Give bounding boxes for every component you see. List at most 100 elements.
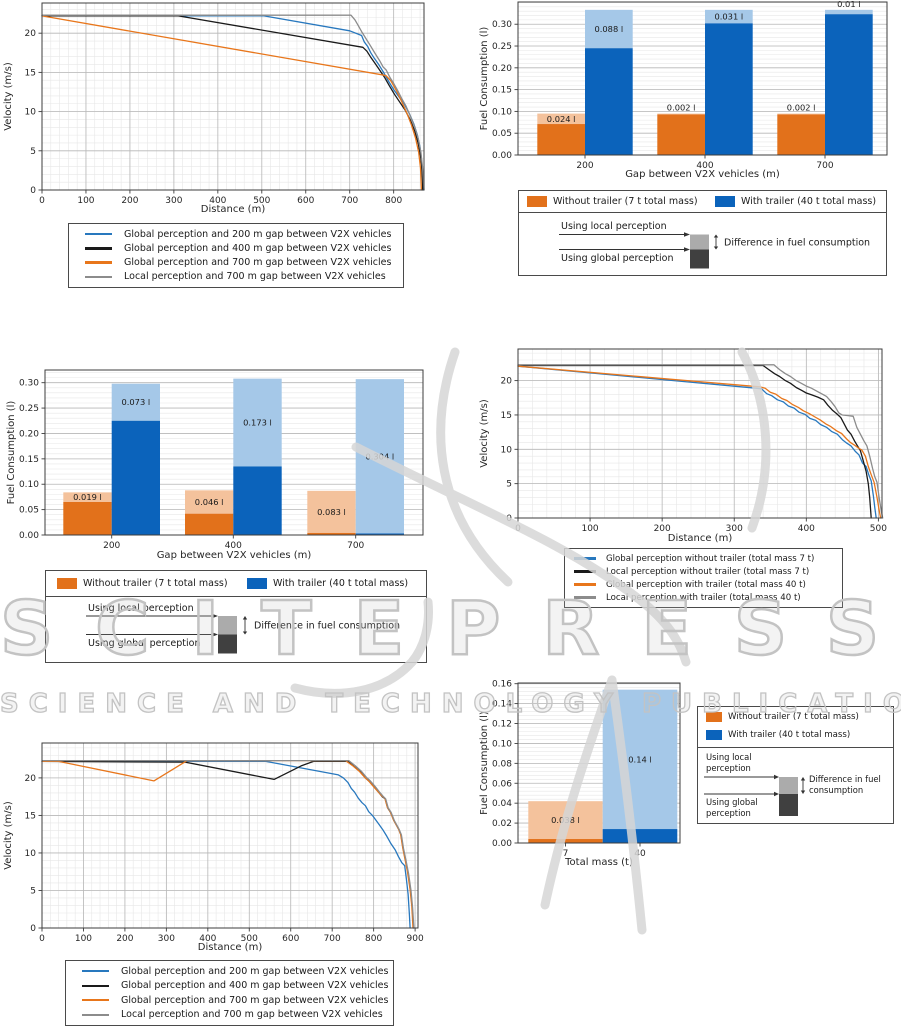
bar-value-label: 0.01 l — [837, 0, 860, 9]
bar-global-segment — [657, 114, 705, 155]
y-tick-label: 20 — [25, 774, 37, 784]
legend-item: Local perception with trailer (total mas… — [565, 591, 842, 604]
x-axis-label: Distance (m) — [198, 942, 263, 953]
x-tick-label: 400 — [798, 524, 815, 534]
series-line — [41, 14, 425, 191]
x-tick-label: 800 — [385, 196, 402, 206]
legend-item: Global perception without trailer (total… — [565, 552, 842, 565]
x-tick-label: 100 — [581, 524, 598, 534]
bar-global-segment — [825, 14, 873, 156]
y-tick-label: 10 — [25, 849, 37, 859]
x-tick-label: 300 — [165, 196, 182, 206]
bar-difference-segment — [63, 492, 112, 502]
legend-item-label: Local perception and 700 m gap between V… — [121, 1009, 383, 1021]
legend-item-label: Global perception and 700 m gap between … — [124, 257, 392, 269]
legend-item: Global perception with trailer (total ma… — [565, 578, 842, 591]
x-axis-label: Gap between V2X vehicles (m) — [157, 550, 312, 561]
x-axis-label: Total mass (t) — [564, 857, 633, 868]
y-axis-label: Velocity (m/s) — [479, 399, 490, 468]
y-tick-label: 5 — [30, 886, 36, 896]
series-line — [517, 365, 882, 519]
y-tick-label: 0.15 — [19, 455, 39, 465]
x-tick-label: 0 — [39, 196, 45, 206]
series-line — [41, 760, 411, 929]
bar-difference-segment — [825, 9, 873, 15]
legend-line-swatch — [574, 557, 596, 560]
x-tick-label: 0 — [39, 934, 45, 944]
x-tick-label: 300 — [726, 524, 743, 534]
y-axis-label: Fuel Consumption (l) — [479, 711, 490, 815]
without-trailer-label: Without trailer (7 t total mass) — [728, 712, 859, 722]
bar-global-segment — [705, 23, 753, 155]
legend-line-swatch — [85, 247, 112, 250]
without-trailer-label: Without trailer (7 t total mass) — [553, 196, 698, 207]
legend-item: Global perception and 700 m gap between … — [69, 256, 403, 270]
difference-label: Difference in fuel consumption — [254, 621, 400, 632]
velocity-gap-bottom-left: 0 100 200 300 400 500 600 700 800 900 0 5 10 15 20 Dist… — [3, 742, 424, 953]
x-tick-label: 100 — [75, 934, 92, 944]
legend-line-swatch — [574, 570, 596, 573]
y-tick-label: 0.08 — [492, 759, 512, 769]
y-tick-label: 0.00 — [492, 151, 512, 161]
without-trailer-swatch — [57, 578, 77, 589]
y-tick-label: 10 — [25, 108, 37, 118]
local-fuel-box — [779, 777, 798, 794]
legend-line-swatch — [85, 275, 112, 279]
legend-item: Local perception without trailer (total … — [565, 565, 842, 578]
x-tick-label: 100 — [77, 196, 94, 206]
bar-global-segment — [185, 513, 234, 535]
x-axis-label: Distance (m) — [668, 533, 733, 544]
bar-difference-segment — [657, 113, 705, 115]
bar-value-label: 0.073 l — [121, 397, 150, 407]
x-axis-label: Gap between V2X vehicles (m) — [625, 169, 780, 180]
x-tick-label: 400 — [209, 196, 226, 206]
y-tick-label: 10 — [501, 445, 513, 455]
with-trailer-label: With trailer (40 t total mass) — [741, 196, 877, 207]
legend-item: Local perception and 700 m gap between V… — [69, 270, 403, 284]
x-tick-label: 400 — [696, 161, 713, 171]
bar-global-segment — [585, 48, 633, 156]
legend-line-swatch — [82, 1013, 109, 1016]
legend-series-row: Without trailer (7 t total mass) With tr… — [519, 191, 886, 213]
x-tick-label: 200 — [116, 934, 133, 944]
y-tick-label: 0.06 — [492, 779, 512, 789]
y-tick-label: 0.04 — [492, 799, 512, 809]
bar-global-segment — [602, 829, 678, 843]
legend-fuel-mass: Without trailer (7 t total mass) With tr… — [697, 706, 894, 824]
legend-item-label: Global perception with trailer (total ma… — [606, 579, 806, 590]
legend-velocity-gap-top: Global perception and 200 m gap between … — [68, 223, 404, 288]
using-local-perception-label: Using local perception — [88, 603, 194, 614]
legend-item-label: Global perception and 400 m gap between … — [121, 980, 389, 992]
y-tick-label: 0 — [30, 924, 36, 934]
x-tick-label: 700 — [341, 196, 358, 206]
y-tick-label: 0.05 — [492, 129, 512, 139]
bar-value-label: 0.304 l — [365, 451, 394, 461]
y-axis-label: Fuel Consumption (l) — [6, 401, 17, 505]
bar-value-label: 0.031 l — [714, 12, 743, 22]
y-tick-label: 15 — [25, 811, 36, 821]
bar-difference-segment — [585, 9, 633, 49]
legend-line-swatch — [82, 999, 109, 1002]
using-global-perception-label-2: perception — [706, 808, 751, 818]
bar-difference-segment — [233, 378, 282, 467]
bar-value-label: 0.002 l — [667, 103, 696, 113]
legend-item-label: Local perception and 700 m gap between V… — [124, 271, 386, 283]
legend-fuel-gap-mid: Without trailer (7 t total mass) With tr… — [45, 570, 427, 663]
bar-global-segment — [111, 420, 160, 535]
without-trailer-swatch — [706, 712, 722, 722]
y-tick-label: 0 — [506, 514, 512, 524]
legend-item: Global perception and 700 m gap between … — [66, 993, 393, 1008]
y-tick-label: 0.14 — [492, 700, 512, 710]
bar-value-label: 0.038 l — [551, 815, 580, 825]
x-tick-label: 700 — [347, 541, 364, 551]
x-tick-label: 0 — [515, 524, 521, 534]
with-trailer-swatch — [247, 578, 267, 589]
series-line — [41, 15, 423, 191]
legend-item: Global perception and 200 m gap between … — [66, 964, 393, 979]
y-tick-label: 0.10 — [19, 480, 39, 490]
legend-item-label: Global perception and 700 m gap between … — [121, 994, 389, 1006]
y-tick-label: 0.05 — [19, 506, 39, 516]
y-tick-label: 0.15 — [492, 86, 512, 96]
